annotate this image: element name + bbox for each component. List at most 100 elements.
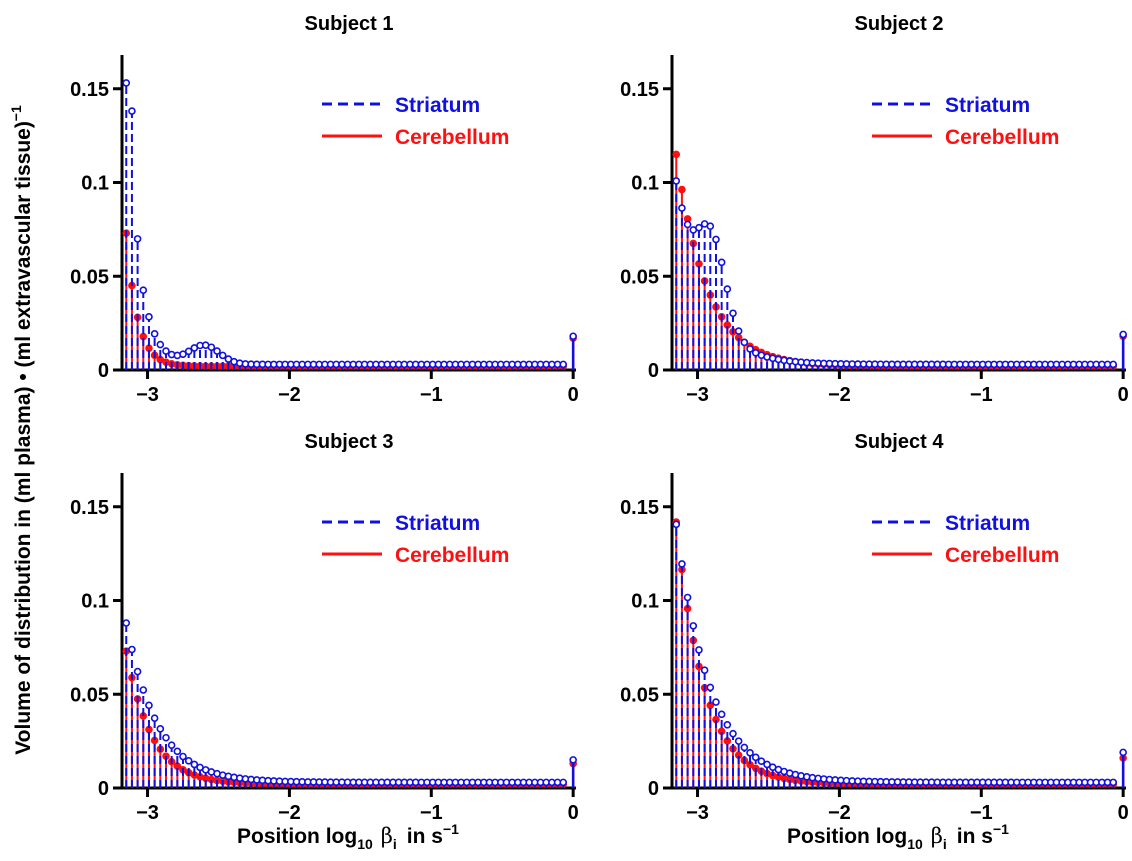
stem-marker (717, 258, 726, 267)
stem-marker (167, 741, 176, 749)
stem-marker (139, 286, 148, 295)
stem-marker (1119, 748, 1127, 757)
stem-marker (723, 721, 732, 729)
y-tick-label: 0.1 (81, 591, 109, 613)
y-tick-label: 0.05 (620, 684, 659, 706)
stem-marker (1109, 778, 1118, 787)
stem-marker (740, 338, 749, 347)
stem-marker (734, 737, 743, 745)
stem-marker (712, 235, 720, 244)
stem-marker (1109, 360, 1118, 369)
y-tick-label: 0.15 (620, 79, 659, 101)
stem-marker (218, 351, 227, 360)
x-tick-label: −1 (970, 384, 993, 406)
y-tick-label: 0.05 (620, 266, 659, 288)
stem-marker (740, 743, 749, 752)
stem-marker (678, 560, 686, 568)
y-tick-label: 0 (648, 360, 659, 382)
stem-marker (712, 698, 720, 706)
stem-marker (559, 360, 568, 369)
y-tick-label: 0.1 (631, 173, 659, 195)
x-tick-label: 0 (568, 384, 579, 406)
chart-title: Subject 2 (855, 13, 944, 35)
stem-marker (723, 285, 732, 293)
stem-marker (184, 347, 193, 356)
stem-marker (190, 760, 199, 769)
x-tick-label: 0 (1118, 802, 1129, 824)
stem-marker (207, 343, 216, 352)
y-tick-label: 0.15 (70, 79, 109, 101)
stem-marker (672, 150, 681, 159)
x-tick-label: −2 (278, 384, 301, 406)
legend-label-striatum: Striatum (945, 512, 1030, 535)
x-tick-label: −2 (828, 384, 851, 406)
y-tick-label: 0 (648, 778, 659, 800)
x-tick-label: −1 (420, 802, 443, 824)
stem-marker (695, 646, 703, 654)
chart-title: Subject 4 (855, 431, 945, 453)
x-tick-label: −3 (136, 802, 159, 824)
legend-label-cerebellum: Cerebellum (395, 126, 509, 149)
stem-marker (213, 347, 221, 355)
legend-label-cerebellum: Cerebellum (395, 544, 509, 567)
x-axis-label-right: Position log10 βi in s−1 (787, 821, 1009, 852)
series-cerebellum (672, 150, 1127, 371)
legend-label-cerebellum: Cerebellum (945, 544, 1059, 567)
stem-marker (133, 235, 142, 243)
stem-marker (569, 332, 577, 341)
x-tick-label: −2 (278, 802, 301, 824)
legend-label-cerebellum: Cerebellum (945, 126, 1059, 149)
x-tick-label: 0 (568, 802, 579, 824)
stem-marker (156, 340, 165, 349)
stem-marker (683, 220, 692, 229)
y-axis-label: Volume of distribution in (ml plasma) • … (8, 105, 35, 755)
chart-title: Subject 3 (305, 431, 394, 453)
stem-marker (150, 330, 159, 338)
chart-panel-4: Subject 4 0 0.05 0.1 0.15 −3 −2 −1 0 Striatum Cere… (620, 431, 1129, 824)
y-tick-label: 0 (98, 360, 109, 382)
stem-marker (729, 729, 737, 738)
y-tick-label: 0 (98, 778, 109, 800)
x-axis-label-left: Position log10 βi in s−1 (237, 821, 459, 852)
stem-marker (746, 345, 754, 353)
stem-marker (729, 309, 737, 318)
x-tick-label: −3 (136, 384, 159, 406)
stem-marker (678, 185, 686, 194)
stem-marker (128, 107, 136, 115)
x-tick-label: −1 (420, 384, 443, 406)
stem-marker (156, 725, 165, 733)
stem-marker (150, 714, 159, 722)
stem-marker (672, 520, 681, 529)
stem-marker (678, 204, 686, 212)
series-striatum (122, 619, 577, 788)
stem-marker (133, 667, 142, 676)
stem-marker (128, 645, 136, 654)
stem-marker (689, 622, 698, 630)
chart-title: Subject 1 (305, 13, 394, 35)
stem-marker (162, 733, 170, 742)
y-tick-label: 0.1 (81, 173, 109, 195)
stem-marker (179, 350, 187, 358)
chart-panel-1: Subject 1 0 0.05 0.1 0.15 −3 −2 −1 0 Striatum Cere… (70, 13, 579, 406)
x-tick-label: −2 (828, 802, 851, 824)
stem-marker (559, 778, 568, 787)
y-tick-label: 0.1 (631, 591, 659, 613)
stem-marker (757, 757, 766, 765)
stem-marker (122, 79, 131, 87)
stem-marker (683, 593, 692, 602)
stem-marker (184, 757, 193, 765)
chart-panel-2: Subject 2 0 0.05 0.1 0.15 −3 −2 −1 0 Striatum Cere… (620, 13, 1129, 406)
series-striatum (122, 79, 577, 370)
stem-marker (173, 747, 182, 756)
legend-label-striatum: Striatum (395, 512, 480, 535)
x-tick-label: −3 (686, 384, 709, 406)
stem-marker (763, 760, 771, 769)
stem-marker (145, 701, 153, 710)
chart-panel-3: Subject 3 0 0.05 0.1 0.15 −3 −2 −1 0 Striatum Cere… (70, 431, 579, 824)
y-tick-label: 0.15 (70, 497, 109, 519)
stem-marker (700, 666, 709, 675)
stem-marker (179, 752, 187, 761)
y-tick-label: 0.05 (70, 266, 109, 288)
stem-marker (734, 327, 743, 335)
